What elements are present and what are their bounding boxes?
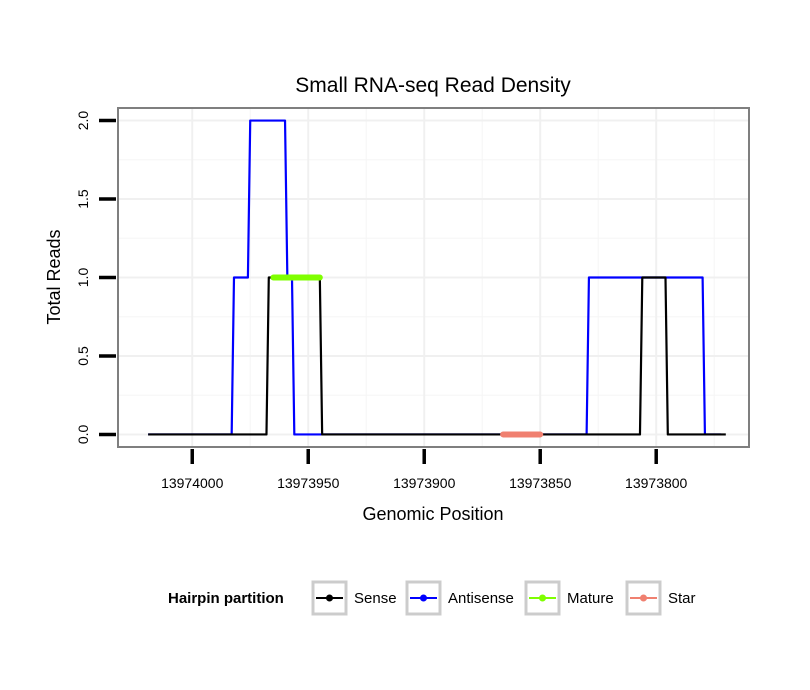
chart-title: Small RNA-seq Read Density <box>295 74 571 97</box>
plot-border <box>117 107 750 448</box>
y-tick-label: 0.0 <box>75 424 91 444</box>
x-tick-label: 13973800 <box>625 475 688 491</box>
x-tick-label: 13973850 <box>509 475 572 491</box>
legend-label: Mature <box>567 590 614 607</box>
y-axis: 0.0 0.5 1.0 1.5 2.0 <box>75 111 116 444</box>
legend-key-dot <box>640 594 647 602</box>
legend-key-dot <box>539 594 546 602</box>
legend-label: Sense <box>354 590 397 607</box>
legend-label: Star <box>668 590 696 607</box>
legend-item-star: Star <box>625 580 696 616</box>
y-tick-label: 1.0 <box>75 268 91 288</box>
x-tick-label: 13973900 <box>393 475 456 491</box>
y-tick-label: 0.5 <box>75 346 91 366</box>
legend-key-dot <box>326 594 333 602</box>
x-tick-label: 13973950 <box>277 475 340 491</box>
series-layer <box>148 119 726 438</box>
x-axis: 13974000 13973950 13973900 13973850 13973800 <box>161 449 688 491</box>
legend-item-mature: Mature <box>524 580 614 616</box>
x-tick-label: 13974000 <box>161 475 224 491</box>
legend-item-sense: Sense <box>311 580 397 616</box>
y-axis-label: Total Reads <box>44 229 64 324</box>
y-tick-label: 1.5 <box>75 189 91 209</box>
legend-item-antisense: Antisense <box>405 580 514 616</box>
x-axis-label: Genomic Position <box>362 504 503 524</box>
y-tick-label: 2.0 <box>75 111 91 131</box>
legend-key-dot <box>420 594 427 602</box>
legend-label: Antisense <box>448 590 514 607</box>
legend: Hairpin partition Sense Antisense Mature St… <box>168 580 696 616</box>
legend-title: Hairpin partition <box>168 590 284 607</box>
